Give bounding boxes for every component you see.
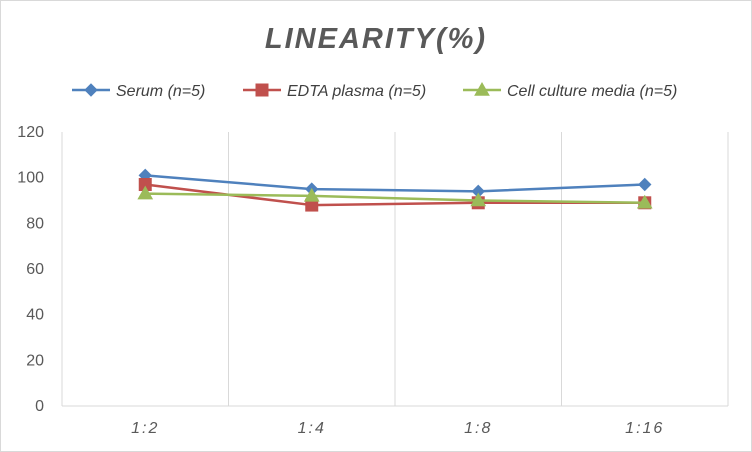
y-tick-label: 0 (35, 398, 44, 415)
y-tick-label: 20 (26, 352, 44, 369)
series-group (137, 168, 653, 212)
chart-title: LINEARITY(%) (265, 23, 487, 55)
series-3 (137, 185, 653, 209)
legend-marker (84, 83, 98, 97)
legend-item: Serum (n=5) (72, 83, 205, 100)
legend-label: Cell culture media (n=5) (507, 83, 677, 100)
data-point (137, 185, 154, 200)
x-axis-ticks: 1:2 1:4 1:8 1:16 (131, 420, 664, 437)
series-line (145, 174, 645, 193)
x-tick-label: 1:16 (625, 420, 664, 437)
y-tick-label: 120 (17, 124, 44, 141)
data-point (303, 187, 320, 202)
x-tick-label: 1:8 (464, 420, 492, 437)
y-tick-label: 100 (17, 170, 44, 187)
series-line (145, 192, 645, 205)
legend-label: Serum (n=5) (116, 83, 205, 100)
y-tick-label: 60 (26, 261, 44, 278)
legend-marker (255, 83, 269, 97)
legend-item: EDTA plasma (n=5) (243, 83, 426, 100)
data-point (470, 192, 487, 207)
data-point (636, 194, 653, 209)
legend: Serum (n=5) EDTA plasma (n=5) Cell culture… (72, 81, 677, 100)
x-tick-label: 1:4 (298, 420, 326, 437)
legend-label: EDTA plasma (n=5) (287, 83, 426, 100)
y-tick-label: 80 (26, 215, 44, 232)
legend-item: Cell culture media (n=5) (463, 81, 677, 100)
y-tick-label: 40 (26, 307, 44, 324)
legend-marker (474, 81, 490, 96)
data-point (638, 177, 652, 192)
y-axis-ticks: 0 20 40 60 80 100 120 (17, 124, 44, 415)
grid (61, 132, 729, 407)
x-tick-label: 1:2 (131, 420, 159, 437)
